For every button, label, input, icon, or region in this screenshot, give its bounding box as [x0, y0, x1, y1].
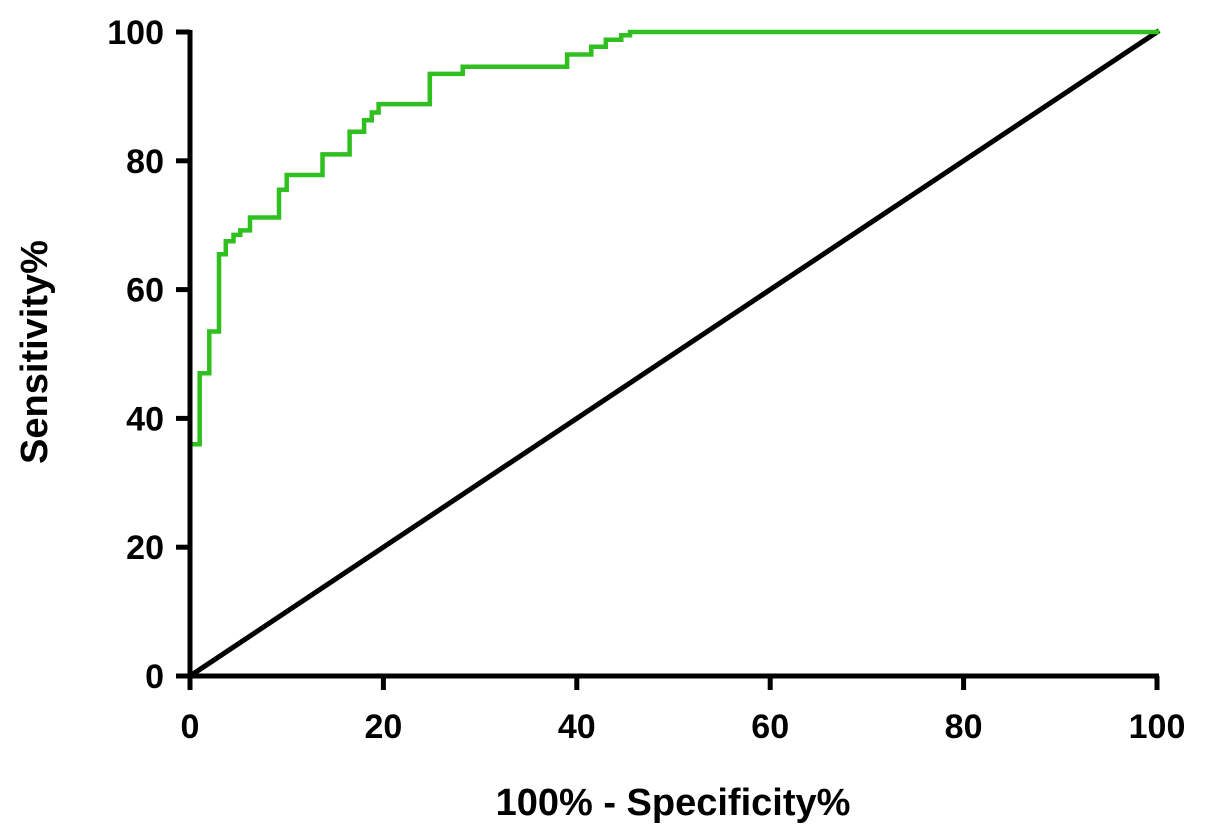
roc-curve-line — [187, 29, 1160, 679]
tick-labels: 0 20 40 60 80 100 0 20 40 60 80 100 — [107, 14, 1185, 746]
x-tick-label: 60 — [751, 708, 789, 746]
x-tick-label: 40 — [558, 708, 596, 746]
y-tick-label: 20 — [126, 529, 164, 567]
y-axis-title: Sensitivity% — [14, 240, 56, 464]
y-tick-label: 80 — [126, 143, 164, 181]
x-tick-label: 0 — [181, 708, 200, 746]
x-tick-label: 100 — [1129, 708, 1186, 746]
plot-lines — [186, 28, 1161, 680]
x-tick-label: 80 — [945, 708, 983, 746]
x-axis-title: 100% - Specificity% — [496, 782, 851, 824]
y-tick-label: 0 — [145, 658, 164, 696]
y-tick-label: 60 — [126, 272, 164, 310]
axes — [176, 29, 1160, 690]
y-tick-label: 100 — [107, 14, 164, 52]
x-tick-label: 20 — [364, 708, 402, 746]
y-tick-label: 40 — [126, 400, 164, 438]
reference-diagonal-line — [186, 28, 1161, 680]
